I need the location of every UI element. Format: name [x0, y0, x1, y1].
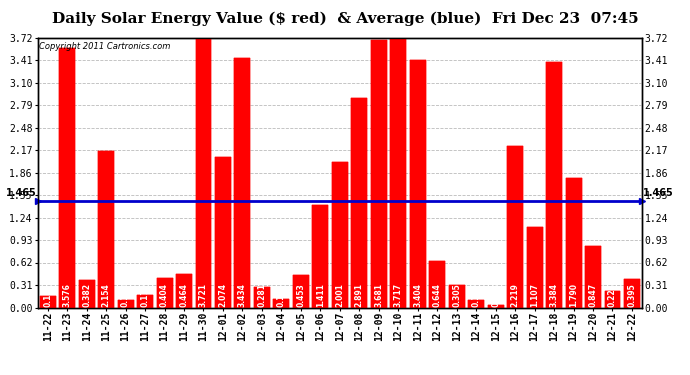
Bar — [332, 162, 348, 308]
Bar — [332, 162, 348, 308]
Bar — [507, 147, 523, 308]
Bar — [98, 151, 114, 308]
Bar — [604, 291, 620, 308]
Text: 3.434: 3.434 — [238, 283, 247, 307]
Text: 0.453: 0.453 — [297, 283, 306, 307]
Bar — [157, 278, 172, 308]
Bar — [195, 38, 211, 308]
Bar — [526, 227, 542, 308]
Bar — [254, 287, 270, 308]
Bar — [293, 274, 309, 308]
Bar — [469, 300, 484, 307]
Text: 1.465: 1.465 — [642, 188, 673, 198]
Bar — [546, 62, 562, 308]
Bar — [215, 157, 231, 308]
Text: 2.074: 2.074 — [219, 283, 228, 307]
Bar — [313, 205, 328, 308]
Bar — [469, 300, 484, 307]
Text: 3.717: 3.717 — [394, 283, 403, 307]
Bar — [235, 58, 250, 308]
Text: Copyright 2011 Cartronics.com: Copyright 2011 Cartronics.com — [39, 42, 170, 51]
Bar — [546, 62, 562, 308]
Bar — [254, 287, 270, 308]
Text: 0.221: 0.221 — [608, 283, 617, 307]
Text: 0.123: 0.123 — [277, 283, 286, 307]
Bar — [488, 305, 504, 308]
Bar — [137, 294, 153, 307]
Bar — [59, 48, 75, 308]
Bar — [59, 48, 75, 308]
Bar — [410, 60, 426, 308]
Text: 0.644: 0.644 — [433, 283, 442, 307]
Bar — [273, 298, 289, 307]
Text: 0.395: 0.395 — [627, 283, 636, 307]
Bar — [40, 296, 56, 307]
Bar — [195, 38, 211, 308]
Bar — [448, 285, 464, 308]
Bar — [313, 205, 328, 308]
Bar — [526, 227, 542, 308]
Text: 0.305: 0.305 — [452, 283, 461, 307]
Bar — [293, 274, 309, 308]
Text: 3.721: 3.721 — [199, 283, 208, 307]
Text: 0.404: 0.404 — [160, 283, 169, 307]
Bar — [391, 38, 406, 308]
Text: 1.790: 1.790 — [569, 283, 578, 307]
Text: 1.107: 1.107 — [530, 283, 539, 307]
Bar — [235, 58, 250, 308]
Text: 1.411: 1.411 — [316, 283, 325, 307]
Bar — [448, 285, 464, 308]
Bar — [566, 178, 582, 308]
Text: 3.404: 3.404 — [413, 283, 422, 307]
Bar — [176, 274, 192, 308]
Bar — [488, 305, 504, 308]
Bar — [351, 98, 367, 308]
Bar — [176, 274, 192, 308]
Text: 0.464: 0.464 — [179, 283, 188, 307]
Bar — [585, 246, 601, 308]
Text: 2.001: 2.001 — [335, 283, 344, 307]
Text: 0.109: 0.109 — [472, 283, 481, 307]
Bar — [351, 98, 367, 308]
Text: 0.179: 0.179 — [141, 283, 150, 307]
Bar — [566, 178, 582, 308]
Bar — [117, 300, 134, 307]
Text: 3.384: 3.384 — [549, 283, 559, 307]
Bar — [215, 157, 231, 308]
Bar — [391, 38, 406, 308]
Bar — [157, 278, 172, 308]
Text: 0.847: 0.847 — [589, 283, 598, 307]
Text: 0.110: 0.110 — [121, 283, 130, 307]
Text: 0.038: 0.038 — [491, 283, 500, 307]
Bar — [507, 147, 523, 308]
Bar — [429, 261, 445, 308]
Bar — [117, 300, 134, 307]
Bar — [429, 261, 445, 308]
Text: 1.465: 1.465 — [6, 188, 37, 198]
Text: 2.891: 2.891 — [355, 283, 364, 307]
Text: 0.382: 0.382 — [82, 283, 91, 307]
Text: 0.155: 0.155 — [43, 283, 52, 307]
Bar — [98, 151, 114, 308]
Bar — [273, 298, 289, 307]
Bar — [371, 40, 387, 308]
Bar — [137, 294, 153, 307]
Bar — [624, 279, 640, 308]
Text: 2.219: 2.219 — [511, 283, 520, 307]
Bar — [604, 291, 620, 308]
Bar — [410, 60, 426, 308]
Bar — [624, 279, 640, 308]
Text: 0.281: 0.281 — [257, 283, 266, 307]
Text: 2.154: 2.154 — [101, 283, 110, 307]
Bar — [40, 296, 56, 307]
Text: 3.576: 3.576 — [63, 283, 72, 307]
Bar — [371, 40, 387, 308]
Bar — [79, 280, 95, 308]
Bar — [585, 246, 601, 308]
Bar — [79, 280, 95, 308]
Text: 3.681: 3.681 — [374, 283, 383, 307]
Text: Daily Solar Energy Value ($ red)  & Average (blue)  Fri Dec 23  07:45: Daily Solar Energy Value ($ red) & Avera… — [52, 11, 638, 26]
